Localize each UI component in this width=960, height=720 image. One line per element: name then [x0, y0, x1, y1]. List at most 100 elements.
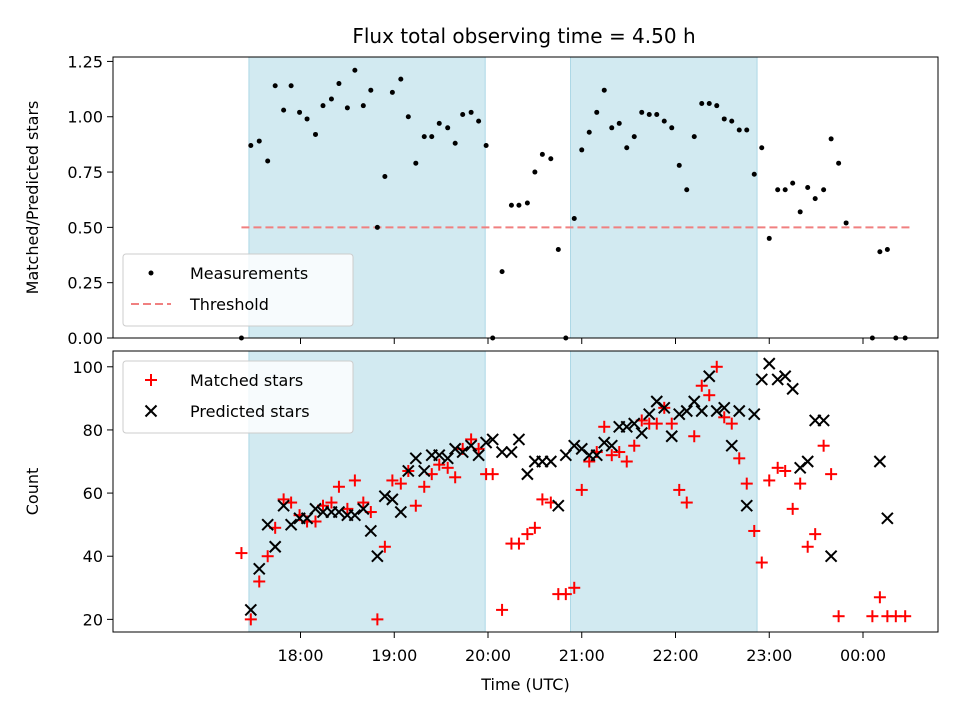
- predicted-star-marker: [824, 550, 838, 563]
- measurement-point: [766, 235, 772, 241]
- predicted-star-marker: [348, 508, 362, 522]
- legend-measurement-marker: [148, 270, 154, 276]
- measurement-point: [297, 109, 303, 115]
- marker-stroke: [733, 404, 746, 418]
- marker-stroke: [650, 395, 663, 408]
- count-panel: 20 40 60 80 100 18:00 19:00 20:00 21:00 22:00 23:0…: [23, 350, 939, 694]
- predicted-star-marker: [402, 464, 415, 478]
- observing-window-1: [570, 56, 758, 339]
- matched-star-marker: [613, 446, 626, 459]
- measurement-point: [775, 187, 781, 193]
- marker-stroke: [688, 395, 701, 408]
- marker-stroke: [378, 490, 392, 503]
- marker-stroke: [268, 540, 282, 553]
- measurement-point: [721, 116, 727, 122]
- marker-stroke: [448, 442, 462, 456]
- y-tick-label: 80: [83, 421, 103, 440]
- predicted-star-marker: [409, 452, 423, 465]
- predicted-star-marker: [658, 401, 671, 415]
- matched-star-marker: [496, 603, 509, 616]
- matched-star-marker: [449, 471, 462, 484]
- predicted-star-marker: [268, 540, 282, 553]
- predicted-star-marker: [479, 436, 493, 449]
- matched-star-marker: [733, 452, 746, 465]
- measurement-point: [508, 202, 514, 208]
- marker-stroke: [472, 448, 485, 462]
- marker-stroke: [486, 433, 499, 446]
- marker-stroke: [364, 524, 378, 538]
- x-tick-label: 19:00: [371, 646, 417, 665]
- legend-label: Predicted stars: [190, 402, 310, 421]
- measurement-point: [843, 220, 849, 226]
- measurement-point: [360, 103, 366, 109]
- measurement-point: [265, 158, 271, 164]
- predicted-star-marker: [673, 407, 686, 421]
- predicted-star-marker: [394, 505, 408, 519]
- measurement-point: [661, 118, 667, 124]
- measurement-point: [516, 202, 522, 208]
- predicted-star-marker: [448, 442, 462, 456]
- measurement-point: [398, 76, 404, 82]
- marker-stroke: [441, 452, 454, 465]
- matched-star-marker: [409, 499, 422, 512]
- matched-star-marker: [261, 550, 274, 563]
- marker-stroke: [658, 401, 671, 415]
- marker-stroke: [786, 382, 799, 396]
- y-tick-label: 0.00: [67, 329, 103, 348]
- marker-stroke: [568, 439, 581, 452]
- matched-star-marker: [748, 524, 761, 537]
- x-tick-label: 18:00: [277, 646, 323, 665]
- predicted-star-marker: [357, 502, 370, 516]
- predicted-star-marker: [277, 499, 290, 512]
- y-tick-label: 40: [83, 547, 103, 566]
- predicted-star-marker: [418, 464, 431, 478]
- measurement-point: [812, 196, 818, 202]
- matched-star-marker: [244, 613, 257, 626]
- y-tick-label: 0.75: [67, 163, 103, 182]
- predicted-star-marker: [763, 357, 776, 370]
- matched-star-marker: [575, 483, 588, 496]
- marker-stroke: [552, 499, 565, 512]
- measurement-point: [336, 81, 342, 87]
- predicted-star-marker: [643, 407, 656, 421]
- measurement-point: [654, 112, 660, 118]
- marker-stroke: [495, 445, 509, 459]
- marker-stroke: [718, 401, 731, 415]
- x-axis-label: Time (UTC): [480, 675, 569, 694]
- measurement-point: [445, 125, 451, 131]
- measurement-point: [639, 109, 645, 115]
- matched-star-marker: [486, 468, 499, 481]
- measurement-point: [646, 112, 652, 118]
- predicted-star-marker: [725, 439, 738, 452]
- matched-star-marker: [253, 575, 266, 588]
- matched-star-marker: [620, 455, 633, 468]
- marker-stroke: [402, 464, 415, 478]
- measurement-point: [821, 187, 827, 193]
- matched-star-marker: [809, 528, 822, 541]
- marker-stroke: [771, 373, 784, 386]
- matched-star-marker: [441, 461, 454, 474]
- measurement-point: [624, 145, 630, 151]
- matched-star-marker: [801, 540, 814, 553]
- marker-stroke: [371, 550, 384, 563]
- measurement-point: [729, 118, 735, 124]
- predicted-star-marker: [505, 445, 518, 459]
- matched-star-marker: [786, 502, 799, 515]
- predicted-star-marker: [521, 467, 534, 481]
- measurement-point: [256, 138, 262, 144]
- predicted-star-marker: [433, 448, 446, 462]
- matched-star-marker: [866, 610, 879, 623]
- predicted-star-marker: [740, 499, 753, 512]
- x-tick-label: 00:00: [840, 646, 886, 665]
- measurement-point: [532, 169, 538, 175]
- predicted-star-marker: [598, 436, 611, 449]
- marker-stroke: [755, 373, 768, 386]
- predicted-star-marker: [695, 404, 708, 418]
- marker-stroke: [817, 414, 830, 427]
- marker-stroke: [575, 442, 588, 456]
- predicted-star-marker: [733, 404, 746, 418]
- predicted-star-marker: [464, 439, 478, 452]
- measurement-point: [699, 100, 705, 106]
- measurement-point: [405, 114, 411, 120]
- marker-stroke: [635, 426, 648, 440]
